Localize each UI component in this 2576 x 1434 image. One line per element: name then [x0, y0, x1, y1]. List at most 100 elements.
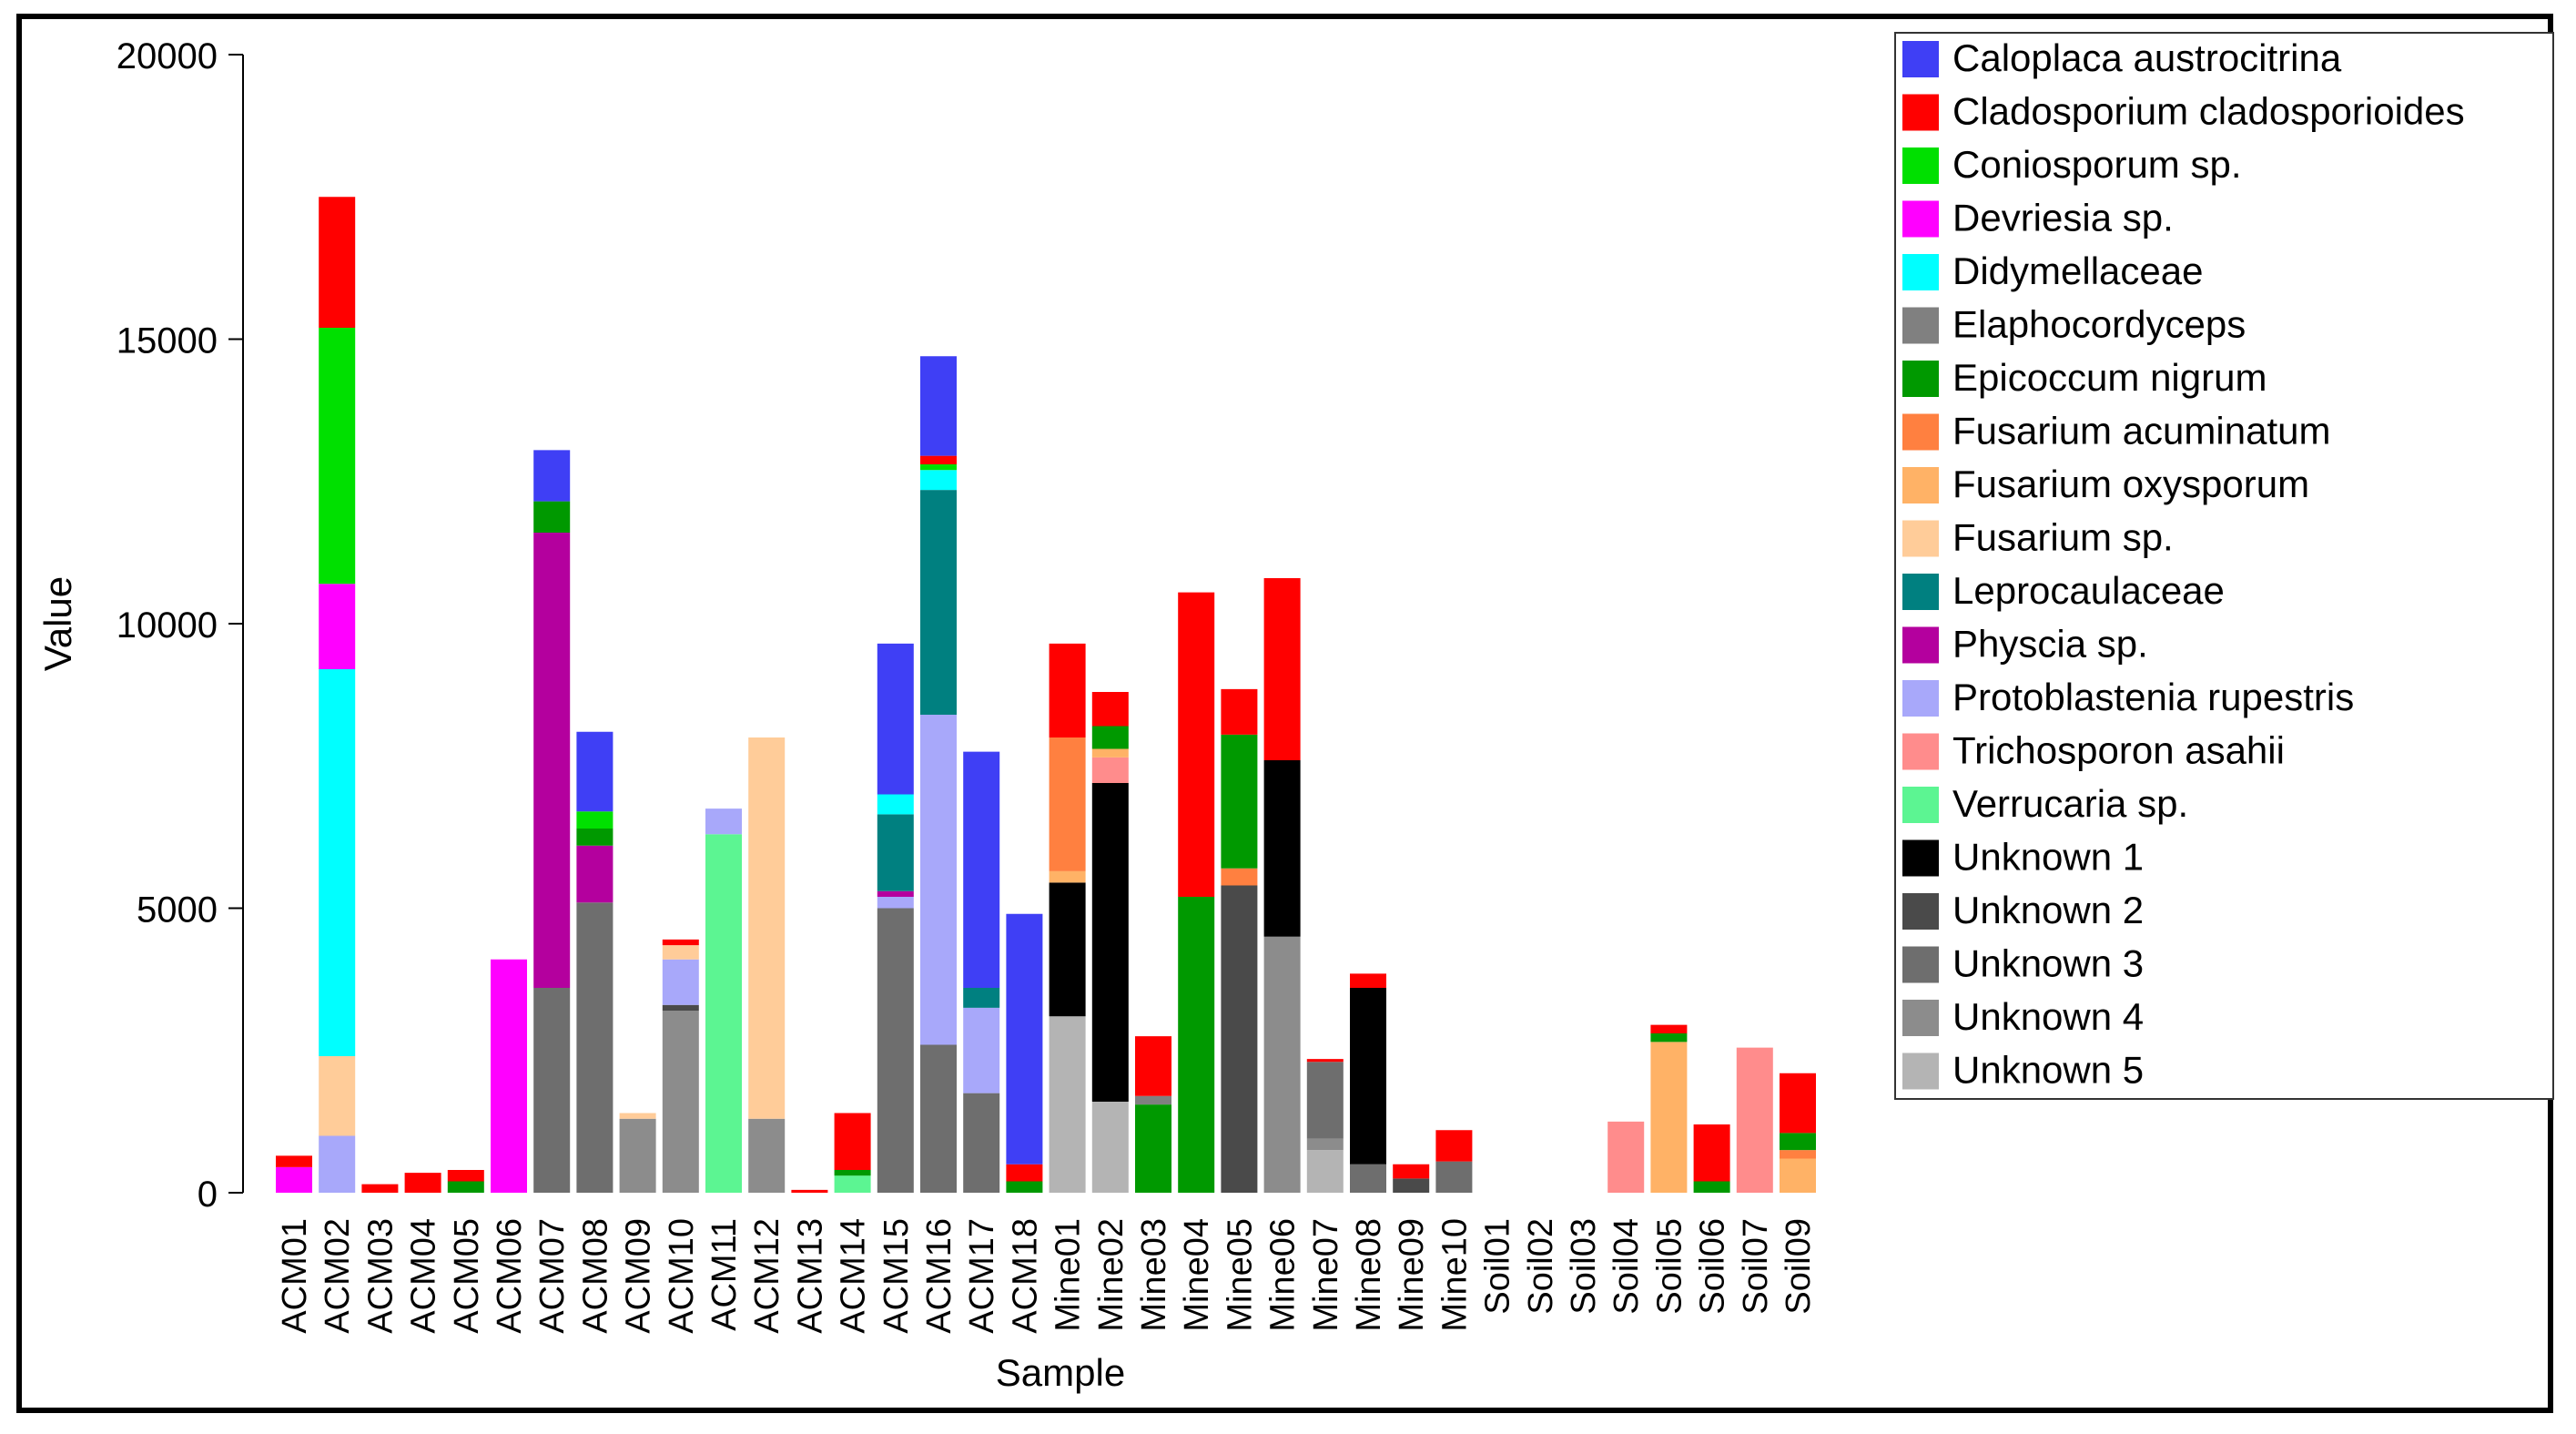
x-tick-label: Soil09 — [1780, 1218, 1818, 1315]
y-axis: 0 5000 10000 15000 20000 — [117, 36, 244, 1215]
bar-segment-Mine02-fusarium-oxysporum — [1091, 748, 1129, 758]
bar-segment-ACM08-epicoccum-nigrum — [576, 829, 614, 846]
x-tick-label: Mine04 — [1178, 1218, 1216, 1332]
bar-segment-Mine06-cladosporium-cladosporioides — [1263, 578, 1301, 760]
bar-segment-ACM09-unknown-4 — [619, 1118, 656, 1193]
legend-swatch — [1902, 574, 1939, 610]
bar-segment-Mine05-cladosporium-cladosporioides — [1221, 688, 1258, 735]
x-tick-label: Mine09 — [1393, 1218, 1431, 1332]
bar-segment-Mine01-cladosporium-cladosporioides — [1049, 643, 1086, 737]
bar-segment-ACM02-didymellaceae — [319, 669, 356, 1056]
bar-segment-ACM16-didymellaceae — [920, 470, 957, 491]
bar-segment-ACM16-caloplaca-austrocitrina — [920, 356, 957, 456]
bar-segment-Mine01-unknown-1 — [1049, 882, 1086, 1017]
x-tick-label: Soil07 — [1737, 1218, 1775, 1315]
legend-swatch — [1902, 361, 1939, 397]
legend-label: Protoblastenia rupestris — [1952, 676, 2354, 718]
bar-segment-Mine08-unknown-3 — [1350, 1164, 1386, 1193]
legend-swatch — [1902, 733, 1939, 770]
bar-segment-Soil05-epicoccum-nigrum — [1650, 1033, 1688, 1042]
legend: Caloplaca austrocitrina Cladosporium clad… — [1894, 32, 2554, 1100]
bar-segment-ACM02-coniosporum-sp- — [319, 328, 356, 585]
bar-segment-ACM18-epicoccum-nigrum — [1006, 1181, 1043, 1193]
legend-label: Unknown 4 — [1952, 995, 2144, 1038]
x-tick-label: Mine05 — [1221, 1218, 1259, 1332]
x-tick-label: Mine02 — [1092, 1218, 1131, 1332]
x-tick-label: Soil03 — [1565, 1218, 1603, 1315]
bar-segment-Soil06-epicoccum-nigrum — [1693, 1181, 1730, 1193]
legend-swatch — [1902, 839, 1939, 877]
bar-segment-ACM05-epicoccum-nigrum — [447, 1181, 484, 1193]
x-tick-label: ACM16 — [920, 1218, 958, 1334]
legend-swatch — [1902, 680, 1939, 717]
bar-segment-ACM13-cladosporium-cladosporioides — [791, 1189, 828, 1193]
bar-segment-ACM10-protoblastenia-rupestris — [662, 959, 699, 1005]
bar-segment-Mine01-fusarium-oxysporum — [1049, 870, 1086, 883]
bar-segment-Soil09-epicoccum-nigrum — [1780, 1133, 1816, 1151]
bar-segment-Mine10-cladosporium-cladosporioides — [1435, 1130, 1473, 1162]
y-tick-label: 10000 — [117, 605, 218, 646]
legend-label: Unknown 1 — [1952, 836, 2144, 879]
bar-segment-Mine06-unknown-4 — [1263, 936, 1301, 1193]
x-axis-label: Sample — [996, 1351, 1125, 1394]
bar-segment-ACM10-unknown-2 — [662, 1004, 699, 1011]
legend-swatch — [1902, 893, 1939, 930]
bar-segment-ACM08-coniosporum-sp- — [576, 811, 614, 829]
y-tick-label: 20000 — [117, 36, 218, 76]
legend-swatch — [1902, 1053, 1939, 1090]
bar-segment-ACM10-cladosporium-cladosporioides — [662, 939, 699, 946]
legend-swatch — [1902, 147, 1939, 184]
bar-segment-Soil09-fusarium-oxysporum — [1780, 1158, 1816, 1193]
bar-segment-Mine07-cladosporium-cladosporioides — [1306, 1059, 1344, 1063]
bar-segment-ACM16-unknown-3 — [920, 1044, 957, 1193]
x-tick-label: Soil01 — [1479, 1218, 1517, 1315]
bar-segment-Mine03-elaphocordyceps — [1135, 1095, 1171, 1105]
bar-segment-ACM07-unknown-3 — [533, 988, 571, 1193]
x-tick-label: Soil04 — [1607, 1218, 1646, 1315]
bar-segment-ACM15-protoblastenia-rupestris — [877, 897, 914, 909]
bar-segment-ACM09-fusarium-sp- — [619, 1113, 656, 1119]
legend-label: Coniosporum sp. — [1952, 143, 2241, 186]
bar-segment-Mine01-fusarium-acuminatum — [1049, 737, 1086, 871]
x-tick-label: Mine08 — [1350, 1218, 1388, 1332]
legend-swatch — [1902, 1000, 1939, 1036]
x-tick-label: ACM10 — [663, 1218, 701, 1334]
legend-label: Leprocaulaceae — [1952, 569, 2225, 612]
bar-segment-ACM15-physcia-sp- — [877, 890, 914, 897]
legend-swatch — [1902, 626, 1939, 664]
legend-box — [1894, 32, 2554, 1100]
bar-segment-ACM11-protoblastenia-rupestris — [705, 809, 742, 835]
bar-segment-ACM01-cladosporium-cladosporioides — [276, 1155, 312, 1167]
bar-segment-Mine04-cladosporium-cladosporioides — [1178, 592, 1215, 897]
bar-segment-Mine02-unknown-1 — [1091, 783, 1129, 1102]
x-tick-label: Mine06 — [1264, 1218, 1303, 1332]
legend-swatch — [1902, 413, 1939, 451]
legend-swatch — [1902, 946, 1939, 983]
bar-segment-ACM18-caloplaca-austrocitrina — [1006, 913, 1043, 1164]
legend-label: Fusarium sp. — [1952, 516, 2174, 559]
legend-label: Unknown 2 — [1952, 889, 2144, 931]
bar-segment-ACM14-verrucaria-sp- — [834, 1175, 871, 1193]
bar-segment-ACM16-coniosporum-sp- — [920, 464, 957, 471]
bar-segment-ACM15-leprocaulaceae — [877, 814, 914, 891]
bar-segment-Mine07-unknown-4 — [1306, 1138, 1344, 1151]
x-tick-label: ACM02 — [319, 1218, 357, 1334]
bar-segment-ACM03-cladosporium-cladosporioides — [361, 1184, 399, 1193]
legend-label: Physcia sp. — [1952, 623, 2148, 666]
bar-segment-ACM17-protoblastenia-rupestris — [963, 1007, 1000, 1093]
x-tick-label: ACM11 — [705, 1218, 744, 1331]
bar-segment-Mine08-cladosporium-cladosporioides — [1350, 973, 1386, 988]
bar-segment-ACM16-leprocaulaceae — [920, 490, 957, 715]
y-tick-label: 0 — [198, 1175, 218, 1215]
bar-segment-ACM04-cladosporium-cladosporioides — [404, 1173, 441, 1193]
x-axis: ACM01 ACM02 ACM03 ACM04 ACM05 ACM06 ACM07 ACM08… — [276, 1218, 1818, 1334]
bar-segment-ACM02-devriesia-sp- — [319, 584, 356, 669]
x-tick-label: ACM15 — [877, 1218, 916, 1334]
bar-segment-Soil09-fusarium-acuminatum — [1780, 1150, 1816, 1159]
bar-segment-ACM05-cladosporium-cladosporioides — [447, 1170, 484, 1182]
bar-segment-Mine02-unknown-5 — [1091, 1102, 1129, 1193]
x-tick-label: ACM03 — [361, 1218, 400, 1334]
bar-segment-ACM07-physcia-sp- — [533, 533, 571, 988]
bar-segment-Soil04-trichosporon-asahii — [1607, 1121, 1645, 1193]
